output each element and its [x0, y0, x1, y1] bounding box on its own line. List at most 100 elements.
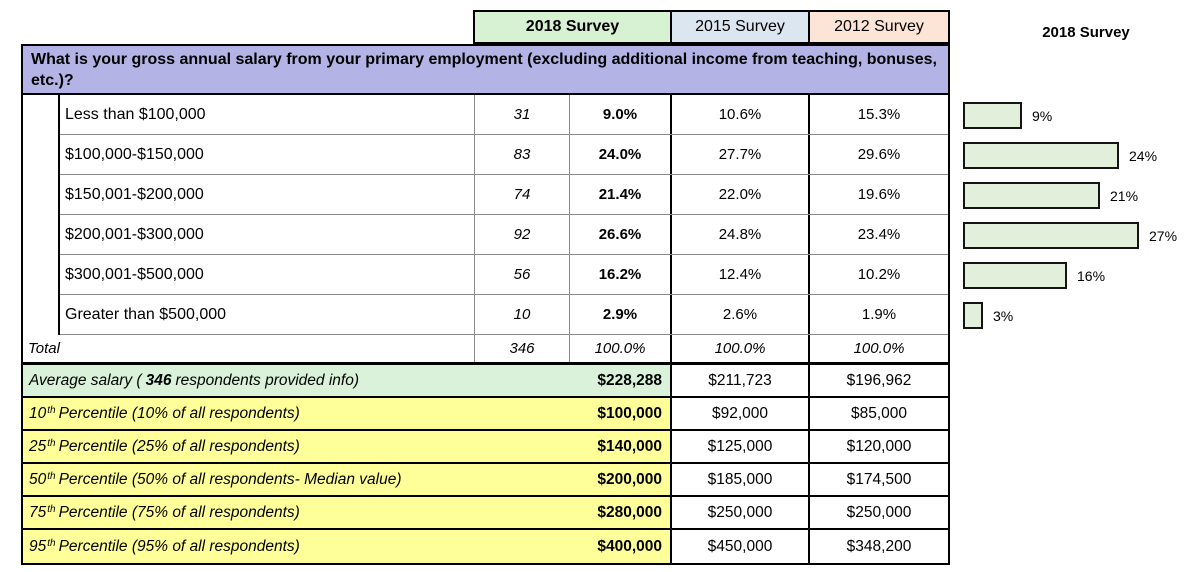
- percentile-description: Percentile (50% of all respondents- Medi…: [58, 470, 402, 488]
- percentile-number: 75: [29, 503, 47, 521]
- category-label: $300,001-$500,000: [60, 255, 475, 294]
- total-count: 346: [475, 335, 570, 362]
- pct-2012: 19.6%: [857, 186, 901, 203]
- percentile-2015-value: $250,000: [672, 497, 810, 528]
- salary-table: What is your gross annual salary from yo…: [21, 44, 950, 565]
- pct-2015: 10.6%: [672, 95, 810, 134]
- percentile-2012-value: $120,000: [810, 431, 948, 462]
- pct-2018: 24.0%: [570, 135, 672, 174]
- bar-row-300k-500k: 16%: [963, 262, 1105, 289]
- table-row-200k-300k: $200,001-$300,000 92 26.6% 24.8% 23.4%: [60, 215, 948, 255]
- category-label: $100,000-$150,000: [60, 135, 475, 174]
- table-row-100k-150k: $100,000-$150,000 83 24.0% 27.7% 29.6%: [60, 135, 948, 175]
- percentile-2012-value: $250,000: [810, 497, 948, 528]
- bar-row-greater-500k: 3%: [963, 302, 1013, 329]
- chart-bar: [963, 142, 1119, 169]
- category-label: $200,001-$300,000: [60, 215, 475, 254]
- average-label-prefix: Average salary (: [29, 371, 142, 389]
- percentile-2015-value: $92,000: [672, 398, 810, 429]
- respondent-count: 10: [475, 295, 570, 334]
- percentile-2015-value: $450,000: [672, 530, 810, 563]
- bar-row-100k-150k: 24%: [963, 142, 1157, 169]
- percentile-2018-value: $100,000: [570, 398, 672, 429]
- percentile-2018-value: $140,000: [570, 431, 672, 462]
- bar-value-label: 24%: [1129, 147, 1158, 164]
- total-pct-2018: 100.0%: [570, 335, 672, 362]
- total-row: Total 346 100.0% 100.0% 100.0%: [23, 335, 948, 365]
- bar-value-label: 3%: [993, 307, 1014, 324]
- column-header-2015-survey: 2015 Survey: [672, 10, 810, 44]
- pct-2012: 23.4%: [857, 226, 901, 243]
- chart-bar: [963, 102, 1022, 129]
- pct-2012: 15.3%: [857, 106, 901, 123]
- table-row-300k-500k: $300,001-$500,000 56 16.2% 12.4% 10.2%: [60, 255, 948, 295]
- chart-bar: [963, 302, 983, 329]
- pct-2015: 12.4%: [672, 255, 810, 294]
- percentile-2015-value: $185,000: [672, 464, 810, 495]
- pct-2018: 9.0%: [570, 95, 672, 134]
- average-2012-value: $196,962: [810, 365, 948, 396]
- question-banner: What is your gross annual salary from yo…: [23, 44, 948, 95]
- percentile-2018-value: $200,000: [570, 464, 672, 495]
- category-label: Less than $100,000: [60, 95, 475, 134]
- percentile-ordinal: th: [47, 438, 56, 449]
- percentile-description: Percentile (75% of all respondents): [58, 503, 300, 521]
- respondent-count: 31: [475, 95, 570, 134]
- header-spacer: [21, 10, 473, 44]
- pct-2015: 22.0%: [672, 175, 810, 214]
- percentile-2012-value: $348,200: [810, 530, 948, 563]
- average-label-suffix: respondents provided info): [175, 371, 359, 389]
- percentile-description: Percentile (10% of all respondents): [58, 404, 300, 422]
- average-2018-value: $228,288: [570, 365, 672, 396]
- percentile-2012-value: $85,000: [810, 398, 948, 429]
- pct-2018: 16.2%: [570, 255, 672, 294]
- table-row-150k-200k: $150,001-$200,000 74 21.4% 22.0% 19.6%: [60, 175, 948, 215]
- percentile-description: Percentile (25% of all respondents): [58, 437, 300, 455]
- percentile-2018-value: $400,000: [570, 530, 672, 563]
- percentile-number: 50: [29, 470, 47, 488]
- bar-row-less-than-100k: 9%: [963, 102, 1052, 129]
- average-salary-label: Average salary (346 respondents provided…: [23, 365, 570, 396]
- chart-bar: [963, 182, 1100, 209]
- total-pct-2012: 100.0%: [853, 340, 905, 357]
- column-header-2012-survey: 2012 Survey: [810, 10, 950, 44]
- percentile-2018-value: $280,000: [570, 497, 672, 528]
- average-2015-value: $211,723: [672, 365, 810, 396]
- pct-2018: 21.4%: [570, 175, 672, 214]
- category-label: $150,001-$200,000: [60, 175, 475, 214]
- column-headers: 2018 Survey 2015 Survey 2012 Survey: [21, 10, 950, 44]
- percentile-description: Percentile (95% of all respondents): [58, 537, 300, 555]
- percentile-number: 10: [29, 404, 47, 422]
- chart-title: 2018 Survey: [1042, 24, 1130, 41]
- pct-2018: 2.9%: [570, 295, 672, 334]
- bar-row-150k-200k: 21%: [963, 182, 1138, 209]
- respondent-count: 92: [475, 215, 570, 254]
- percentile-number: 95: [29, 537, 47, 555]
- table-row-greater-500k: Greater than $500,000 10 2.9% 2.6% 1.9%: [60, 295, 948, 335]
- bar-row-200k-300k: 27%: [963, 222, 1177, 249]
- indent-column: [23, 95, 60, 335]
- pct-2015: 27.7%: [672, 135, 810, 174]
- pct-2015: 24.8%: [672, 215, 810, 254]
- bar-value-label: 16%: [1077, 267, 1106, 284]
- bar-value-label: 27%: [1149, 227, 1178, 244]
- respondent-count: 83: [475, 135, 570, 174]
- bar-value-label: 9%: [1032, 107, 1053, 124]
- table-row-less-than-100k: Less than $100,000 31 9.0% 10.6% 15.3%: [60, 95, 948, 135]
- pct-2015: 2.6%: [672, 295, 810, 334]
- percentile-ordinal: th: [47, 504, 56, 515]
- total-label: Total: [23, 335, 475, 362]
- chart-bar: [963, 222, 1139, 249]
- column-header-2018-survey: 2018 Survey: [473, 10, 672, 44]
- percentile-ordinal: th: [47, 538, 56, 549]
- average-respondent-count: 346: [145, 371, 172, 389]
